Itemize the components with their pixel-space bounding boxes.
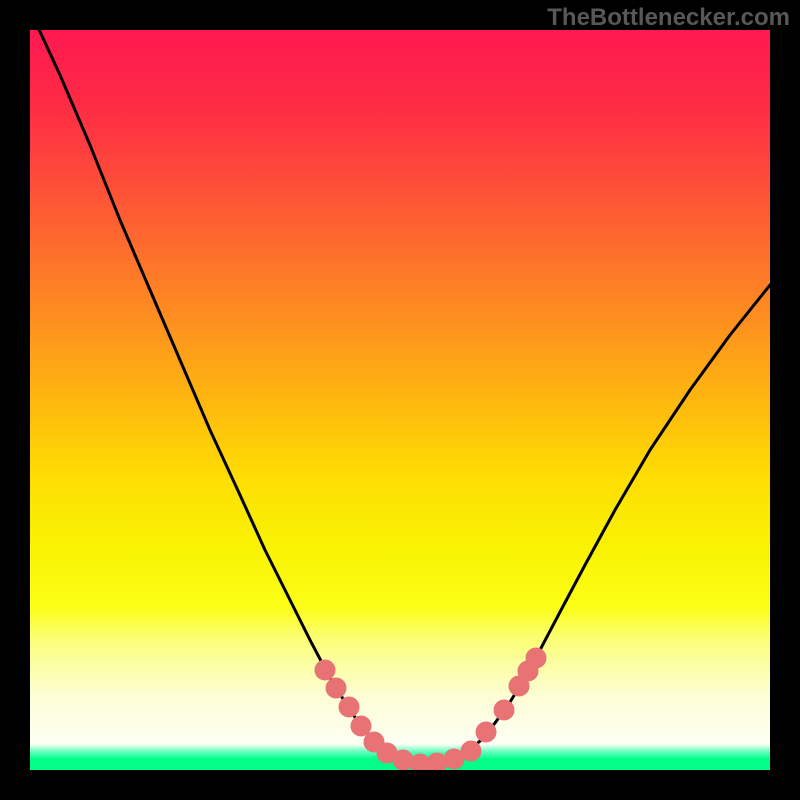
marker-point [339,697,359,717]
marker-point [461,741,481,761]
marker-point [351,716,371,736]
figure-container: TheBottlenecker.com [0,0,800,800]
marker-point [494,700,514,720]
marker-point [326,678,346,698]
gradient-background [30,30,770,770]
chart-svg [30,30,770,770]
marker-point [526,648,546,668]
plot-area [30,30,770,770]
watermark-text: TheBottlenecker.com [547,4,790,32]
marker-point [315,660,335,680]
marker-point [476,722,496,742]
